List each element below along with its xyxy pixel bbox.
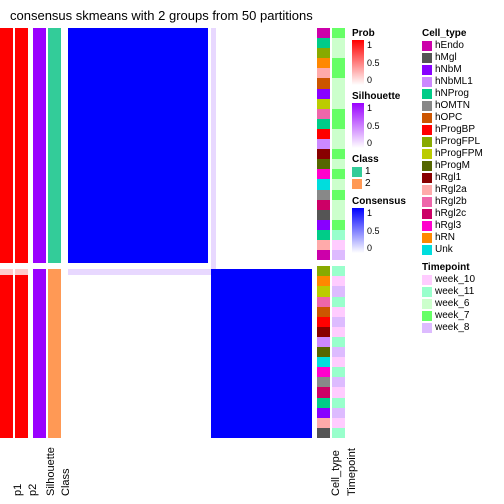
axis-label: p2 xyxy=(27,484,39,496)
ann-cell-type xyxy=(317,28,330,438)
page-title: consensus skmeans with 2 groups from 50 … xyxy=(10,8,313,23)
ann-class xyxy=(48,28,61,438)
ann-timepoint xyxy=(332,28,345,438)
axis-label: Timepoint xyxy=(346,448,358,496)
axis-label: Silhouette xyxy=(45,447,57,496)
plot-area xyxy=(0,28,350,438)
right-annotations xyxy=(317,28,347,438)
ann-p2 xyxy=(15,28,28,438)
axis-label: p1 xyxy=(12,484,24,496)
axis-label: Cell_type xyxy=(330,450,342,496)
consensus-heatmap xyxy=(68,28,312,438)
ann-p1 xyxy=(0,28,13,438)
bottom-labels: p1p2SilhouetteClassCell_typeTimepoint xyxy=(0,440,350,500)
ann-silhouette xyxy=(33,28,46,438)
axis-label: Class xyxy=(60,468,72,496)
